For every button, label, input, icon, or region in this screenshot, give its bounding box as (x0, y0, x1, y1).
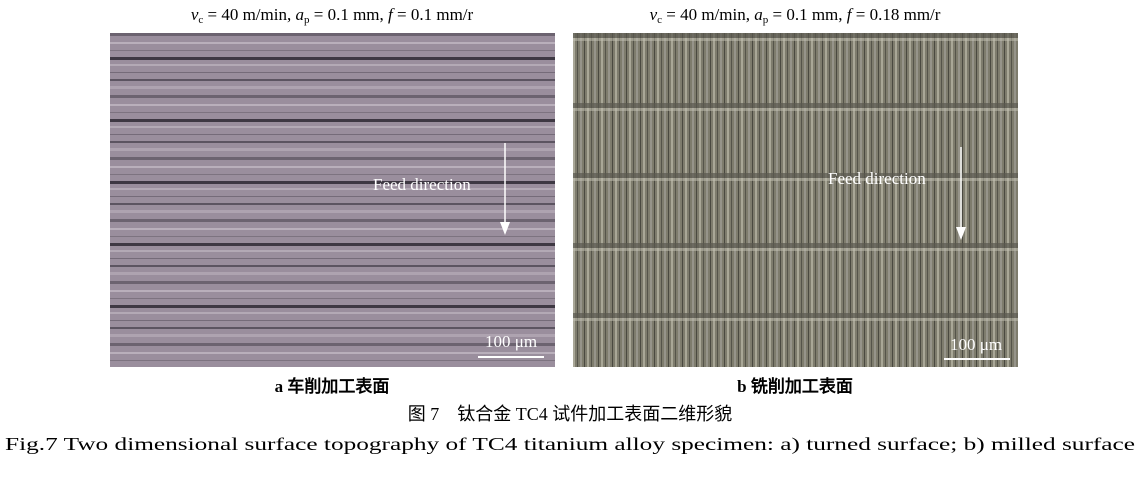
panel-caption: a 车削加工表面 (275, 376, 390, 396)
text-part: = 0.1 mm, (309, 5, 388, 24)
text-part: p (763, 14, 769, 26)
text-part: = 0.1 mm, (768, 5, 847, 24)
panel-caption: b 铣削加工表面 (737, 376, 853, 396)
feed-arrow (500, 143, 510, 235)
text-part: 铣削加工表面 (751, 376, 853, 396)
text-part: b (737, 377, 746, 396)
text-part: c (198, 14, 203, 26)
text-part: a (295, 5, 304, 24)
turned-surface-image (110, 33, 555, 367)
feed-label: Feed direction (373, 175, 471, 194)
text-part: = 40 m/min, (203, 5, 295, 24)
milled-surface-image (573, 33, 1018, 367)
figure-caption-cn: 图 7 钛合金 TC4 试件加工表面二维形貌 (408, 404, 733, 424)
scale-bar-label: 100 μm (485, 332, 537, 351)
panel-condition: vc = 40 m/min, ap = 0.1 mm, f = 0.1 mm/r (191, 5, 474, 26)
text-part: v (650, 5, 658, 24)
panel-condition: vc = 40 m/min, ap = 0.1 mm, f = 0.18 mm/… (650, 5, 941, 26)
text-part: a (754, 5, 763, 24)
text-part: v (191, 5, 199, 24)
text-part: p (304, 14, 310, 26)
text-part: f (388, 5, 395, 24)
text-part: = 40 m/min, (662, 5, 754, 24)
figure-caption-en: Fig.7 Two dimensional surface topography… (5, 434, 1135, 455)
text-part: c (657, 14, 662, 26)
text-part: 车削加工表面 (287, 376, 389, 396)
scale-bar-label: 100 μm (950, 335, 1002, 354)
text-part: = 0.1 mm/r (393, 5, 474, 24)
text-part: a (275, 377, 284, 396)
text-part: = 0.18 mm/r (852, 5, 941, 24)
feed-arrow (956, 147, 966, 240)
feed-label: Feed direction (828, 169, 926, 188)
text-part: f (847, 5, 854, 24)
